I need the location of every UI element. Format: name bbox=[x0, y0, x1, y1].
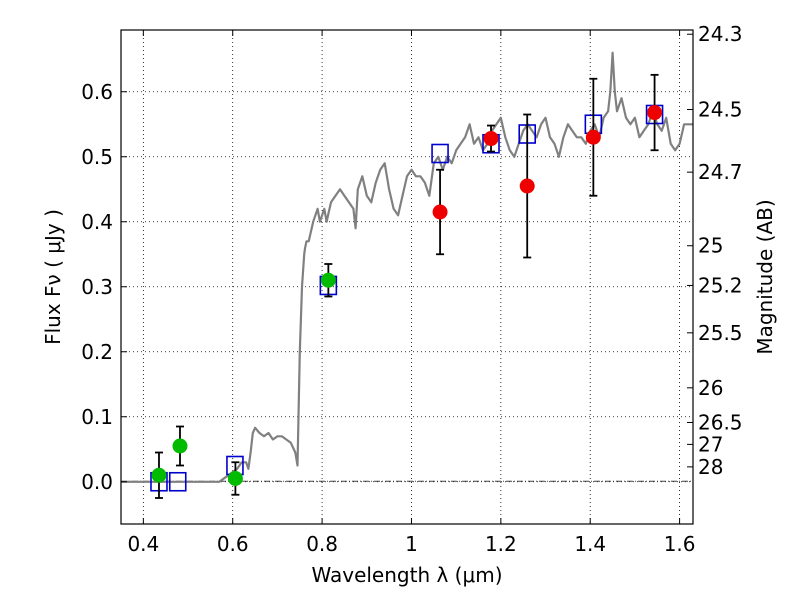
measured-flux-point bbox=[647, 105, 663, 121]
x-tick-label: 1.4 bbox=[574, 532, 606, 556]
measured-flux-point bbox=[320, 272, 336, 288]
x-tick-label: 1 bbox=[405, 532, 418, 556]
y-tick-label: 0.3 bbox=[81, 275, 113, 299]
y-axis-right-label: Magnitude (AB) bbox=[753, 199, 777, 354]
measured-flux-point bbox=[151, 467, 167, 483]
axis-ticks: 0.4 0.6 0.8 1 1.2 1.4 1.6 0.0 0.1 0.2 0.3 0.4 0.5 0.6… bbox=[81, 22, 742, 556]
measured-flux-point bbox=[432, 204, 448, 220]
y-tick-label: 0.6 bbox=[81, 80, 113, 104]
model-flux-square bbox=[168, 471, 187, 492]
model-flux-square bbox=[431, 143, 449, 164]
x-tick-label: 0.6 bbox=[217, 532, 249, 556]
data-series bbox=[121, 51, 693, 499]
x-tick-label: 1.6 bbox=[664, 532, 696, 556]
grid-lines bbox=[121, 30, 693, 524]
plot-frame bbox=[120, 29, 694, 525]
right-tick-label: 24.3 bbox=[698, 22, 743, 46]
x-tick-label: 0.8 bbox=[306, 532, 338, 556]
right-tick-label: 28 bbox=[698, 455, 723, 479]
right-tick-label: 25.5 bbox=[698, 321, 743, 345]
right-tick-label: 24.7 bbox=[698, 160, 743, 184]
x-tick-label: 1.2 bbox=[485, 532, 517, 556]
right-tick-label: 26 bbox=[698, 376, 723, 400]
right-tick-label: 25 bbox=[698, 234, 723, 258]
x-tick-label: 0.4 bbox=[127, 532, 159, 556]
measured-flux-point bbox=[227, 471, 243, 486]
measured-flux-point bbox=[483, 131, 499, 147]
y-tick-label: 0.0 bbox=[81, 470, 113, 494]
x-axis-label: Wavelength λ (μm) bbox=[311, 563, 502, 587]
right-tick-label: 24.5 bbox=[698, 97, 743, 121]
right-tick-label: 26.5 bbox=[698, 410, 743, 434]
right-tick-label: 25.2 bbox=[698, 273, 743, 297]
y-tick-label: 0.2 bbox=[81, 340, 113, 364]
measured-flux-point bbox=[585, 129, 601, 145]
measured-flux-point bbox=[172, 438, 188, 454]
spectrum-line bbox=[121, 51, 693, 483]
right-tick-label: 27 bbox=[698, 432, 723, 456]
y-axis-label: Flux Fν ( μJy ) bbox=[41, 209, 65, 345]
y-tick-label: 0.1 bbox=[81, 405, 113, 429]
measured-flux-point bbox=[519, 178, 535, 194]
y-tick-label: 0.5 bbox=[81, 145, 113, 169]
y-tick-label: 0.4 bbox=[81, 210, 113, 234]
